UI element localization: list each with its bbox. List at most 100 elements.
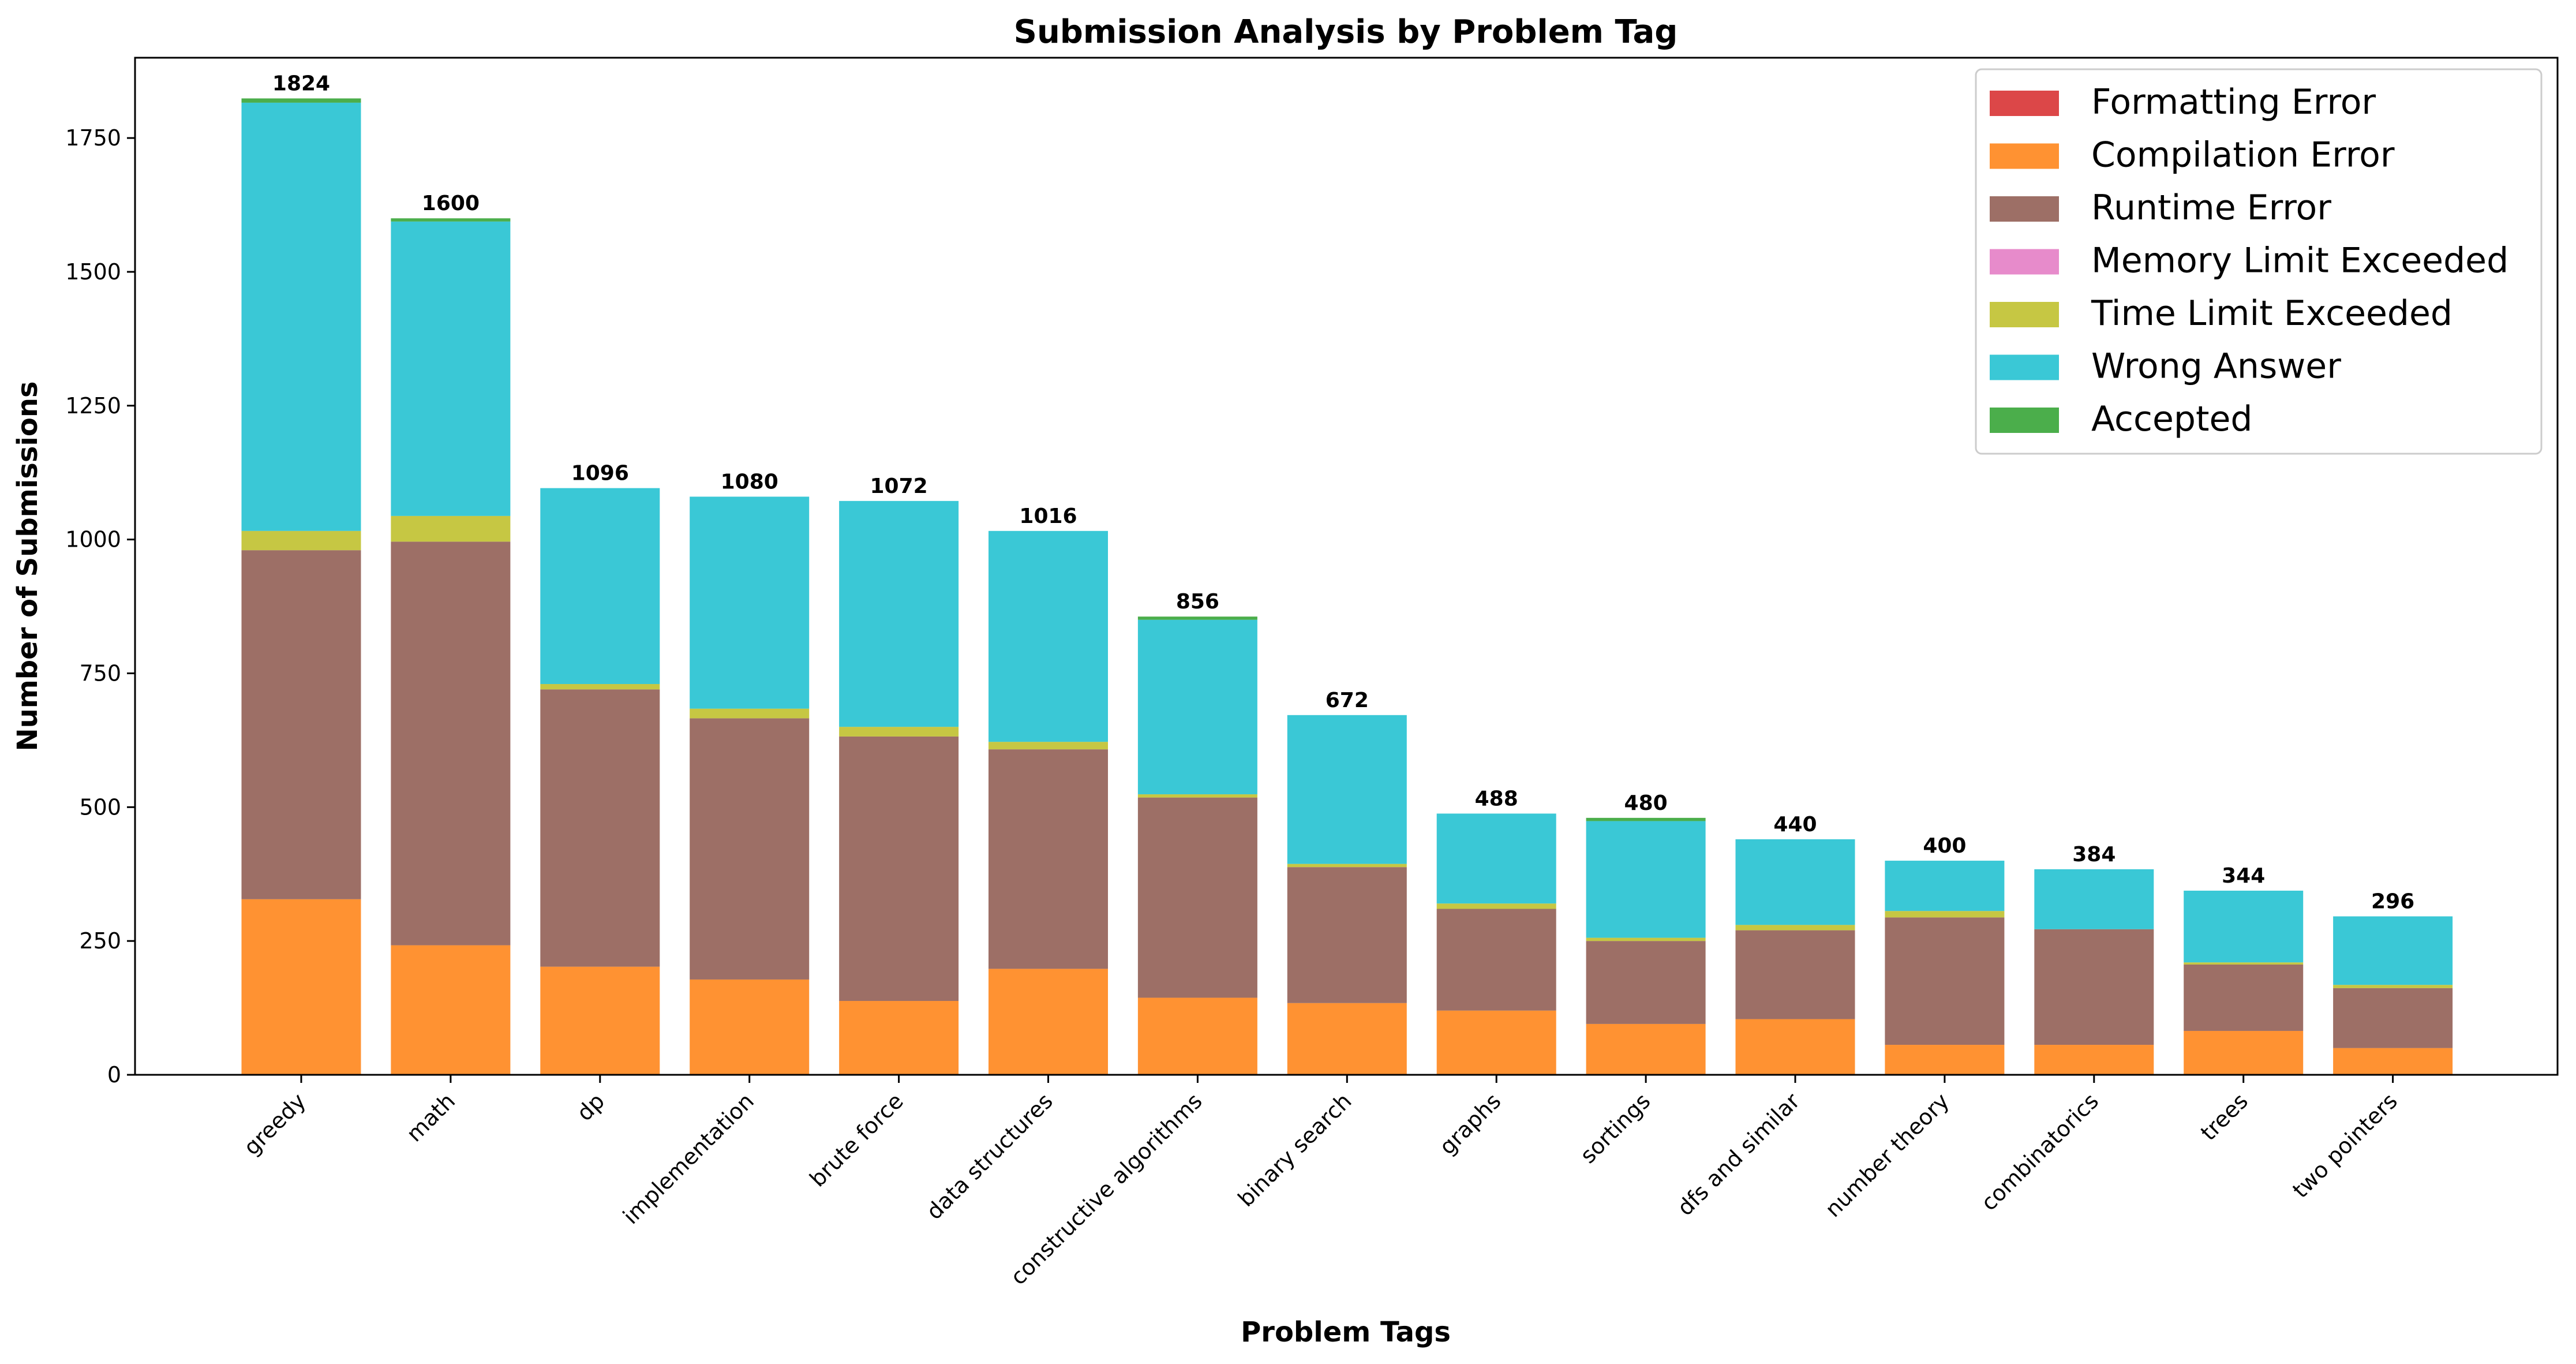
bar-segment xyxy=(540,689,660,967)
bar-total-label: 672 xyxy=(1326,689,1369,712)
legend-label: Formatting Error xyxy=(2091,82,2376,122)
bar-total-label: 1824 xyxy=(272,72,330,95)
y-tick-label: 1000 xyxy=(65,527,121,552)
bar-segment xyxy=(690,708,810,719)
legend-label: Compilation Error xyxy=(2091,135,2395,175)
y-tick-label: 0 xyxy=(107,1062,121,1088)
legend-label: Wrong Answer xyxy=(2091,346,2341,387)
y-tick-label: 1750 xyxy=(65,125,121,151)
y-tick-label: 1250 xyxy=(65,393,121,418)
bar-segment xyxy=(2333,985,2453,988)
bar-segment xyxy=(839,727,959,737)
x-tick-label: graphs xyxy=(1435,1088,1506,1160)
bar-total-label: 440 xyxy=(1773,813,1817,836)
bar-total-label: 1016 xyxy=(1019,505,1077,528)
bar-segment xyxy=(391,945,511,1075)
bar-segment xyxy=(1586,937,1706,941)
legend-swatch xyxy=(1990,302,2059,327)
bar-segment xyxy=(1287,867,1407,1003)
legend-box xyxy=(1975,68,2543,455)
bar-segment xyxy=(540,684,660,690)
bar-segment xyxy=(1586,941,1706,1024)
bar-segment xyxy=(1137,619,1257,795)
bar-segment xyxy=(2034,1045,2154,1075)
x-tick-label: number theory xyxy=(1820,1088,1954,1222)
bar-segment xyxy=(241,899,361,1075)
bar-segment xyxy=(1137,997,1257,1075)
bar-segment xyxy=(1885,1045,2005,1075)
bar-segment xyxy=(1735,839,1855,925)
x-tick-label: trees xyxy=(2196,1088,2253,1145)
bar-segment xyxy=(391,541,511,946)
bar-segment xyxy=(690,979,810,1075)
x-tick-label: implementation xyxy=(618,1088,759,1229)
bar-segment xyxy=(1137,794,1257,798)
bar-segment xyxy=(1735,930,1855,1019)
bar-segment xyxy=(1287,864,1407,868)
legend-label: Memory Limit Exceeded xyxy=(2091,241,2508,281)
bar-segment xyxy=(540,966,660,1075)
legend-swatch xyxy=(1990,354,2059,380)
bar-segment xyxy=(989,530,1108,742)
x-tick-label: data structures xyxy=(922,1088,1058,1224)
x-tick-label: dp xyxy=(572,1088,609,1126)
legend-label: Accepted xyxy=(2091,399,2253,439)
plot-frame xyxy=(134,57,2559,1076)
x-tick-label: brute force xyxy=(804,1088,908,1192)
bar-segment xyxy=(1436,1010,1556,1075)
x-tick-label: dfs and similar xyxy=(1672,1088,1805,1221)
x-tick-label: binary search xyxy=(1233,1088,1357,1212)
bar-total-label: 480 xyxy=(1624,791,1668,815)
legend-swatch xyxy=(1990,408,2059,433)
bar-segment xyxy=(241,550,361,899)
bar-segment xyxy=(839,500,959,727)
y-tick-label: 750 xyxy=(79,660,121,686)
legend-swatch xyxy=(1990,249,2059,275)
bar-segment xyxy=(690,718,810,980)
bar-segment xyxy=(391,515,511,542)
bar-total-label: 1600 xyxy=(422,192,480,215)
legend: Formatting Error Compilation Error Runtime… xyxy=(1975,68,2543,455)
bar-segment xyxy=(1586,1023,1706,1075)
bar-total-label: 1080 xyxy=(721,470,778,494)
bar-segment xyxy=(1287,1003,1407,1075)
bar-segment xyxy=(1885,861,2005,911)
legend-swatch xyxy=(1990,196,2059,222)
bar-segment xyxy=(1735,925,1855,930)
bar-segment xyxy=(1287,715,1407,864)
x-tick-label: combinatorics xyxy=(1976,1088,2103,1216)
bar-segment xyxy=(989,969,1108,1075)
y-tick-label: 250 xyxy=(79,928,121,954)
bar-segment xyxy=(1436,909,1556,1011)
legend-label: Runtime Error xyxy=(2091,188,2331,228)
chart-title: Submission Analysis by Problem Tag xyxy=(1014,13,1678,51)
x-tick-label: two pointers xyxy=(2287,1088,2402,1203)
bar-total-label: 344 xyxy=(2222,864,2265,888)
bar-segment xyxy=(1885,911,2005,918)
y-tick-label: 1500 xyxy=(65,259,121,285)
x-tick-label: sortings xyxy=(1575,1088,1656,1168)
bar-total-label: 488 xyxy=(1475,787,1518,810)
bar-segment xyxy=(839,736,959,1001)
bar-segment xyxy=(1885,917,2005,1045)
bar-segment xyxy=(540,488,660,685)
x-axis-label: Problem Tags xyxy=(1241,1316,1451,1348)
bar-segment xyxy=(241,98,361,103)
bar-segment xyxy=(989,749,1108,969)
bar-segment xyxy=(989,742,1108,750)
bar-segment xyxy=(2184,890,2304,963)
bar-segment xyxy=(1436,813,1556,904)
bar-total-label: 296 xyxy=(2371,890,2414,913)
bar-segment xyxy=(839,1001,959,1075)
legend-label: Time Limit Exceeded xyxy=(2091,293,2453,334)
bar-total-label: 856 xyxy=(1176,590,1219,614)
bar-segment xyxy=(241,530,361,551)
bar-segment xyxy=(2333,1048,2453,1075)
bar-segment xyxy=(2034,869,2154,929)
bar-segment xyxy=(2333,916,2453,985)
bar-total-label: 1096 xyxy=(571,462,629,485)
bar-segment xyxy=(2184,964,2304,1031)
bar-segment xyxy=(2034,929,2154,1045)
